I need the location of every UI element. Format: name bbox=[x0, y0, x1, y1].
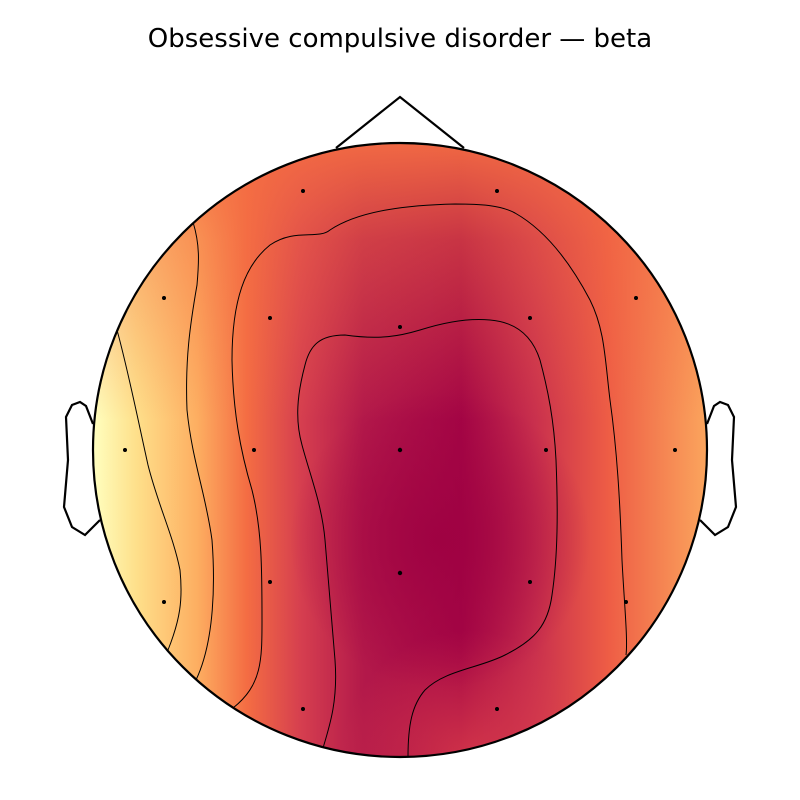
sensor-dot bbox=[300, 189, 305, 194]
sensor-dot bbox=[527, 579, 532, 584]
head-outline bbox=[91, 141, 709, 759]
sensor-dot bbox=[623, 599, 628, 604]
sensor-dot bbox=[123, 447, 128, 452]
contour-line bbox=[297, 319, 558, 757]
contour-line bbox=[116, 329, 182, 651]
sensor-dot bbox=[672, 447, 677, 452]
sensor-dot bbox=[162, 599, 167, 604]
contour-line bbox=[231, 203, 628, 709]
sensor-dot bbox=[162, 295, 167, 300]
sensor-dot bbox=[494, 189, 499, 194]
sensor-dot bbox=[252, 447, 257, 452]
sensor-dot bbox=[543, 447, 548, 452]
sensor-dot bbox=[267, 315, 272, 320]
sensor-dot bbox=[300, 706, 305, 711]
head-right-ear bbox=[699, 400, 738, 537]
sensor-dot bbox=[397, 324, 402, 329]
sensor-markers bbox=[123, 189, 677, 711]
sensor-dot bbox=[633, 295, 638, 300]
head-nose bbox=[335, 95, 465, 149]
sensor-dot bbox=[494, 706, 499, 711]
sensor-dot bbox=[397, 570, 403, 576]
head-left-ear bbox=[62, 400, 101, 537]
sensor-dot bbox=[267, 579, 272, 584]
sensor-dot bbox=[527, 315, 532, 320]
sensor-dot bbox=[397, 447, 403, 453]
figure-title: Obsessive compulsive disorder — beta bbox=[148, 24, 652, 54]
contour-line bbox=[186, 221, 214, 681]
